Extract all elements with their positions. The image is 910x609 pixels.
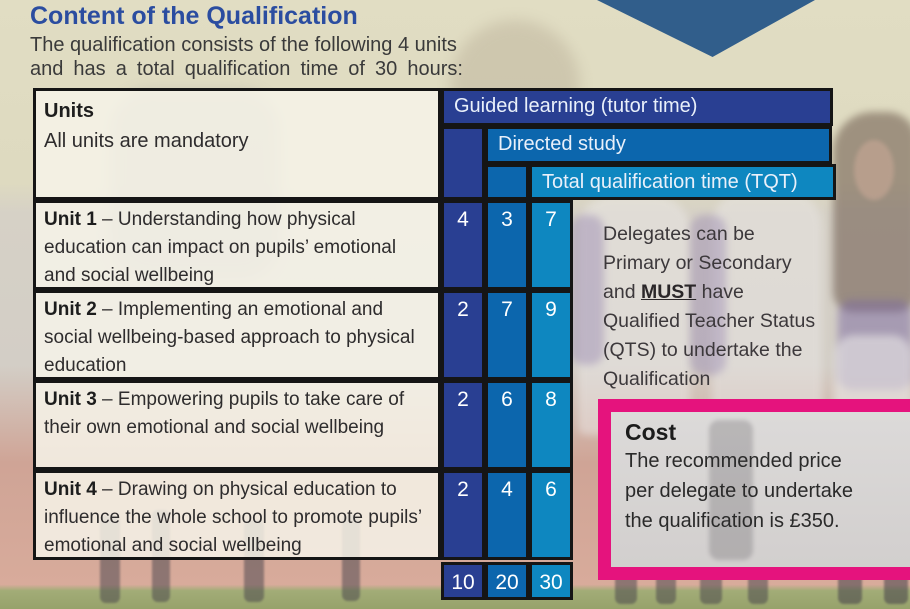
delegates-note-line: Primary or Secondary bbox=[603, 252, 792, 274]
directed-study-column-filler bbox=[485, 164, 529, 200]
cost-line: The recommended price bbox=[625, 450, 842, 472]
units-header-subtitle: All units are mandatory bbox=[44, 130, 249, 152]
col-header-directed-study: Directed study bbox=[485, 126, 832, 164]
cost-box: Cost The recommended price per delegate … bbox=[598, 399, 910, 580]
unit-3-tqt-value: 8 bbox=[529, 380, 573, 470]
cost-line: per delegate to undertake bbox=[625, 480, 853, 502]
unit-4-label: Unit 4 bbox=[44, 479, 97, 500]
delegates-note-line: and MUST have bbox=[603, 281, 744, 303]
cost-line: the qualification is £350. bbox=[625, 510, 840, 532]
total-guided-learning-value: 10 bbox=[441, 562, 485, 600]
cost-title: Cost bbox=[625, 419, 677, 445]
total-tqt-value: 30 bbox=[529, 562, 573, 600]
delegates-note-line: Qualified Teacher Status bbox=[603, 310, 816, 332]
unit-1-label: Unit 1 bbox=[44, 209, 97, 230]
unit-4-guided-learning-value: 2 bbox=[441, 470, 485, 560]
background-face bbox=[854, 140, 894, 200]
unit-4-text: – Drawing on physical education to influ… bbox=[44, 479, 422, 556]
intro-line-2: and has a total qualification time of 30… bbox=[30, 57, 463, 80]
unit-2-text: – Implementing an emotional and social w… bbox=[44, 299, 415, 376]
unit-1-text: – Understanding how physical education c… bbox=[44, 209, 397, 286]
unit-2-description-cell: Unit 2 – Implementing an emotional and s… bbox=[33, 290, 441, 380]
intro-line-1: The qualification consists of the follow… bbox=[30, 34, 457, 56]
delegates-note-line: Delegates can be bbox=[603, 223, 755, 245]
background-purple-sleeve bbox=[570, 215, 604, 365]
delegates-note-line: Qualification bbox=[603, 368, 711, 390]
unit-4-description-cell: Unit 4 – Drawing on physical education t… bbox=[33, 470, 441, 560]
units-header-title: Units bbox=[44, 100, 94, 122]
unit-4-tqt-value: 6 bbox=[529, 470, 573, 560]
unit-2-guided-learning-value: 2 bbox=[441, 290, 485, 380]
unit-4-directed-study-value: 4 bbox=[485, 470, 529, 560]
unit-3-directed-study-value: 6 bbox=[485, 380, 529, 470]
unit-2-label: Unit 2 bbox=[44, 299, 97, 320]
delegates-note-line: (QTS) to undertake the bbox=[603, 339, 803, 361]
total-directed-study-value: 20 bbox=[485, 562, 529, 600]
unit-3-description-cell: Unit 3 – Empowering pupils to take care … bbox=[33, 380, 441, 470]
unit-1-tqt-value: 7 bbox=[529, 200, 573, 290]
intro-text: The qualification consists of the follow… bbox=[30, 34, 482, 81]
delegates-note: Delegates can be Primary or Secondary an… bbox=[603, 220, 875, 394]
guided-learning-column-filler bbox=[441, 126, 485, 200]
col-header-tqt: Total qualification time (TQT) bbox=[529, 164, 836, 200]
unit-1-description-cell: Unit 1 – Understanding how physical educ… bbox=[33, 200, 441, 290]
col-header-guided-learning: Guided learning (tutor time) bbox=[441, 88, 833, 126]
unit-1-directed-study-value: 3 bbox=[485, 200, 529, 290]
unit-2-directed-study-value: 7 bbox=[485, 290, 529, 380]
cost-box-content: Cost The recommended price per delegate … bbox=[611, 412, 910, 536]
unit-3-text: – Empowering pupils to take care of thei… bbox=[44, 389, 405, 438]
must-emphasis: MUST bbox=[640, 281, 697, 303]
page-title: Content of the Qualification bbox=[30, 2, 358, 30]
unit-1-guided-learning-value: 4 bbox=[441, 200, 485, 290]
unit-3-guided-learning-value: 2 bbox=[441, 380, 485, 470]
unit-3-label: Unit 3 bbox=[44, 389, 97, 410]
banner-arrow-triangle bbox=[597, 0, 815, 57]
units-header-cell: Units All units are mandatory bbox=[33, 88, 441, 200]
unit-2-tqt-value: 9 bbox=[529, 290, 573, 380]
